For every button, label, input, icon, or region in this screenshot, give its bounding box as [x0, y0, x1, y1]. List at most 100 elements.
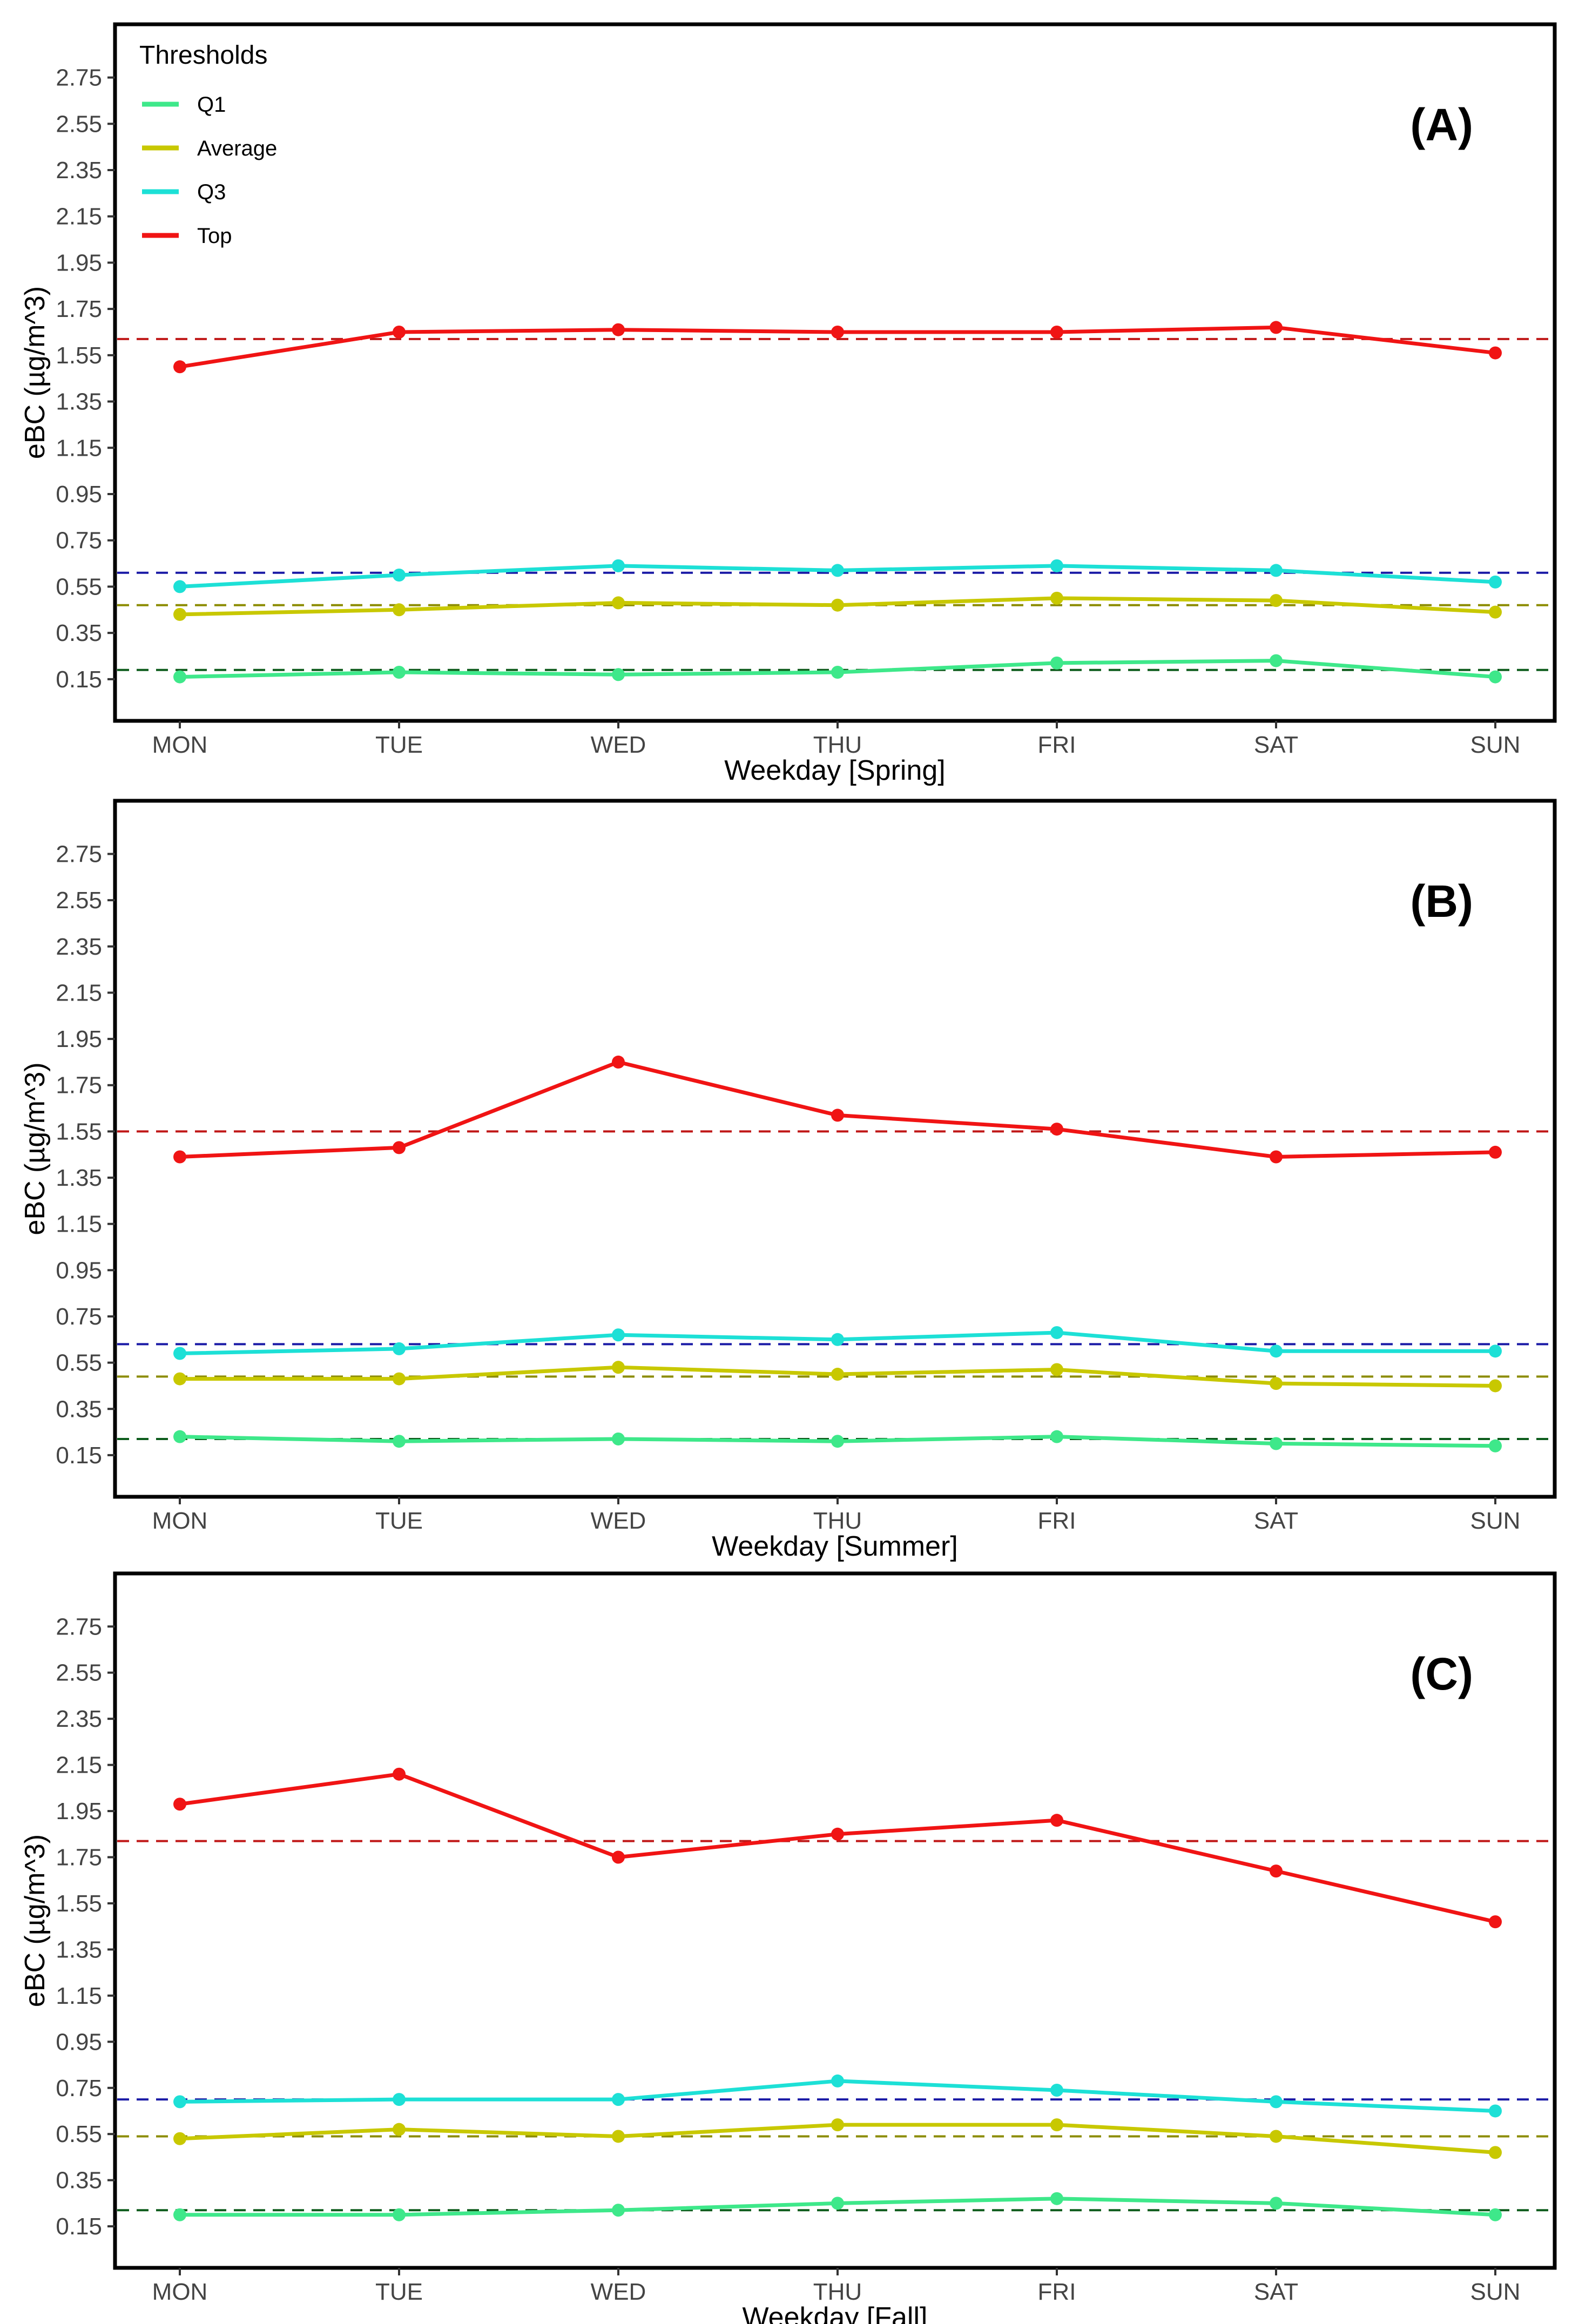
legend-item-average: Average: [197, 137, 277, 160]
data-point-q3: [831, 2074, 844, 2087]
data-point-average: [1489, 2146, 1502, 2159]
data-point-q1: [1489, 2208, 1502, 2221]
y-tick-label: 0.55: [56, 573, 102, 600]
data-point-top: [1489, 1915, 1502, 1929]
data-point-q3: [393, 1342, 406, 1355]
data-point-q3: [393, 569, 406, 582]
y-axis-title: eBC (µg/m^3): [19, 1062, 51, 1235]
data-point-q1: [173, 1430, 186, 1443]
y-tick-label: 0.15: [56, 2213, 102, 2240]
x-tick-label: FRI: [1038, 2279, 1076, 2305]
panel-label: (B): [1410, 876, 1473, 927]
plot-frame: [113, 799, 1557, 1499]
x-tick-label: SAT: [1254, 2279, 1298, 2305]
chart-panel-c: 0.15 0.35 0.55 0.75 0.95 1.15 1.35 1.55 1.75 1.95…: [19, 1571, 1557, 2324]
x-tick-label: SAT: [1254, 1508, 1298, 1534]
data-point-average: [1270, 2130, 1283, 2143]
data-point-q3: [612, 559, 625, 572]
data-point-top: [393, 326, 406, 339]
x-tick-label: SAT: [1254, 732, 1298, 758]
data-point-average: [1489, 605, 1502, 619]
data-point-q3: [612, 2093, 625, 2106]
legend: Thresholds Q1 Average Q3 Top: [139, 41, 277, 248]
y-tick-label: 0.95: [56, 1257, 102, 1283]
data-point-q1: [1489, 1439, 1502, 1453]
x-tick-label: TUE: [375, 2279, 423, 2305]
x-tick-label: THU: [813, 2279, 862, 2305]
x-tick-label: WED: [591, 732, 646, 758]
legend-title: Thresholds: [139, 41, 267, 70]
y-tick-label: 1.55: [56, 1890, 102, 1917]
data-point-q1: [1050, 2192, 1063, 2205]
y-tick-label: 2.15: [56, 1752, 102, 1779]
data-point-q3: [1489, 575, 1502, 589]
data-point-q3: [393, 2093, 406, 2106]
data-point-q3: [1489, 2104, 1502, 2118]
data-point-average: [612, 1361, 625, 1374]
y-tick-label: 1.75: [56, 1072, 102, 1099]
y-tick-label: 0.15: [56, 666, 102, 693]
data-point-q1: [831, 2197, 844, 2210]
series-line-top: [179, 1772, 1496, 1924]
x-tick-label: MON: [152, 2279, 208, 2305]
plot-frame: [113, 1571, 1557, 2270]
y-tick-label: 0.15: [56, 1442, 102, 1469]
data-point-q1: [1270, 2197, 1283, 2210]
plot-frame: [113, 22, 1557, 723]
y-tick-label: 2.55: [56, 887, 102, 914]
y-tick-label: 2.35: [56, 1706, 102, 1732]
y-tick-label: 1.15: [56, 435, 102, 461]
data-point-average: [831, 2118, 844, 2132]
data-point-q1: [393, 666, 406, 679]
y-axis-title: eBC (µg/m^3): [19, 1834, 51, 2007]
y-tick-label: 2.55: [56, 1660, 102, 1686]
y-tick-label: 1.15: [56, 1983, 102, 2009]
data-point-average: [831, 598, 844, 612]
data-point-top: [1050, 1123, 1063, 1136]
data-point-top: [1489, 346, 1502, 360]
y-tick-label: 0.95: [56, 2029, 102, 2055]
data-point-average: [1270, 1377, 1283, 1390]
data-point-average: [1270, 594, 1283, 607]
data-point-q3: [1050, 559, 1063, 572]
data-point-average: [1489, 1379, 1502, 1393]
data-point-top: [1270, 1150, 1283, 1164]
data-point-top: [173, 360, 186, 374]
x-tick-label: TUE: [375, 732, 423, 758]
y-tick-label: 0.75: [56, 1303, 102, 1330]
data-point-top: [1489, 1145, 1502, 1159]
data-point-q1: [1489, 670, 1502, 684]
data-point-top: [612, 1850, 625, 1864]
y-tick-label: 0.95: [56, 481, 102, 508]
data-point-q3: [831, 1333, 844, 1346]
panel-label: (C): [1410, 1649, 1473, 1699]
chart-panel-a: 0.15 0.35 0.55 0.75 0.95 1.15 1.35 1.55 1.75 1.95…: [19, 22, 1557, 786]
data-point-q3: [1050, 2084, 1063, 2097]
data-point-top: [393, 1141, 406, 1154]
data-point-q1: [393, 1435, 406, 1448]
y-axis-title: eBC (µg/m^3): [19, 286, 51, 459]
y-tick-label: 1.95: [56, 1798, 102, 1825]
y-tick-label: 1.55: [56, 1118, 102, 1145]
data-point-q1: [173, 670, 186, 684]
y-tick-label: 0.55: [56, 2121, 102, 2147]
data-point-q1: [1270, 654, 1283, 667]
chart-panel-b: 0.15 0.35 0.55 0.75 0.95 1.15 1.35 1.55 1.75 1.95…: [19, 799, 1557, 1562]
data-point-q3: [612, 1328, 625, 1342]
data-point-top: [831, 1827, 844, 1841]
data-point-q1: [612, 668, 625, 681]
y-tick-label: 0.75: [56, 2075, 102, 2102]
data-point-top: [1270, 321, 1283, 334]
x-tick-label: FRI: [1038, 732, 1076, 758]
y-tick-label: 1.95: [56, 1026, 102, 1052]
data-point-average: [393, 2123, 406, 2136]
data-point-q3: [1489, 1345, 1502, 1358]
data-point-q3: [173, 580, 186, 593]
data-point-top: [1050, 1814, 1063, 1827]
y-tick-label: 1.35: [56, 389, 102, 415]
y-tick-label: 1.35: [56, 1936, 102, 1963]
data-point-q1: [1050, 1430, 1063, 1443]
x-tick-label: THU: [813, 1508, 862, 1534]
x-axis-title: Weekday [Fall]: [743, 2302, 928, 2324]
